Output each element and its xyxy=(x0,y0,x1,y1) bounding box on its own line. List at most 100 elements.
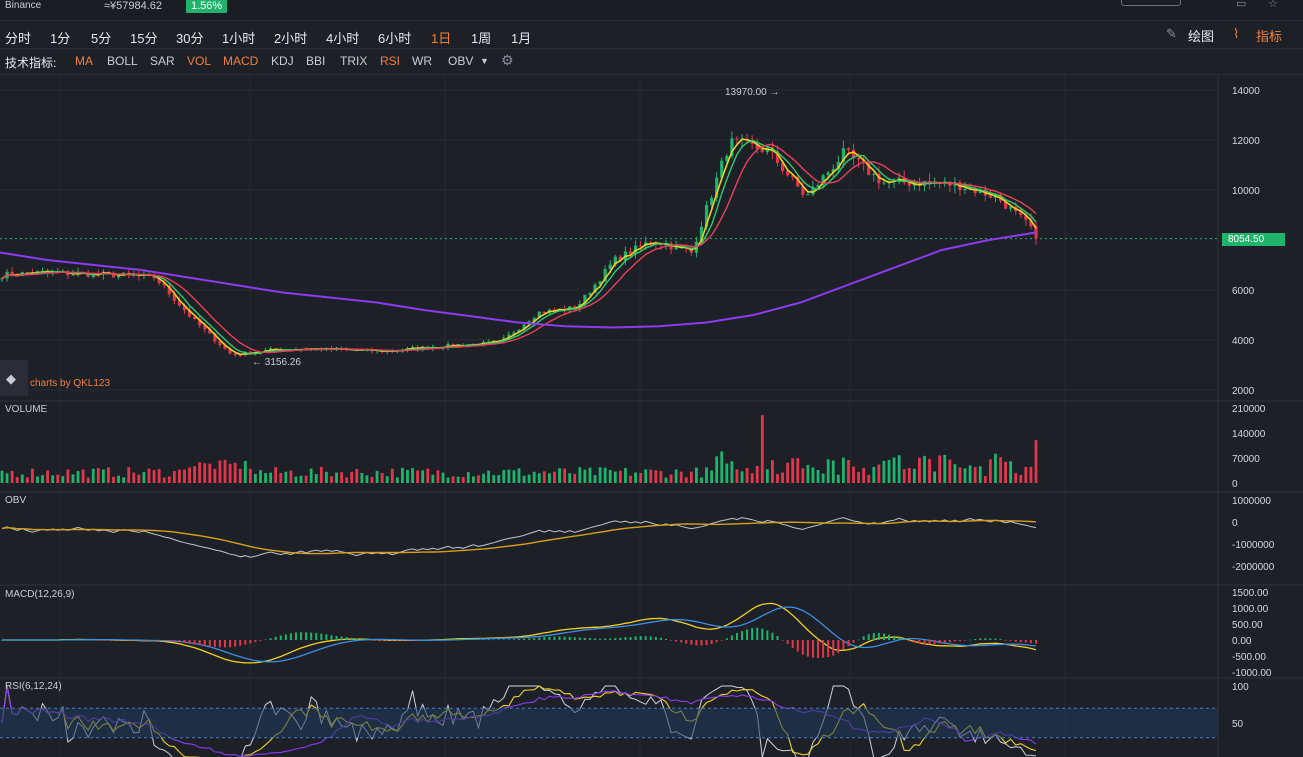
interval-1h[interactable]: 1小时 xyxy=(222,31,256,46)
macd-tick-label: 0.00 xyxy=(1232,636,1252,647)
interval-1m[interactable]: 1分 xyxy=(50,31,71,46)
macd-histogram-bar xyxy=(989,638,992,640)
macd-histogram-bar xyxy=(1019,640,1022,643)
candle-body xyxy=(897,177,901,180)
volume-bar xyxy=(446,477,450,483)
candle-body xyxy=(10,271,14,276)
candle-body xyxy=(826,172,830,176)
volume-bar xyxy=(416,470,420,483)
interval-2h[interactable]: 2小时 xyxy=(274,31,308,46)
macd-histogram-bar xyxy=(1024,640,1027,643)
chart-canvas[interactable]: 13970.00 → ← 3156.26 VOLUME OBV MACD(12,2… xyxy=(0,75,1303,757)
pencil-icon[interactable]: ✎ xyxy=(1166,26,1177,41)
volume-bar xyxy=(1034,440,1038,483)
candle-body xyxy=(715,177,719,198)
chart-line-icon[interactable]: ⌇ xyxy=(1233,26,1240,41)
macd-histogram-bar xyxy=(928,640,931,645)
copy-icon[interactable]: ▭ xyxy=(1236,0,1247,10)
indicator-vol[interactable]: VOL xyxy=(187,54,212,68)
volume-bar xyxy=(553,471,556,483)
interval-6h[interactable]: 6小时 xyxy=(378,31,412,46)
interval-timeline[interactable]: 分时 xyxy=(5,31,32,46)
candle-body xyxy=(649,242,653,244)
volume-bar xyxy=(15,477,19,483)
volume-bar xyxy=(101,469,105,483)
interval-4h[interactable]: 4小时 xyxy=(326,31,360,46)
macd-histogram-bar xyxy=(882,633,885,640)
indicator-boll[interactable]: BOLL xyxy=(107,54,138,68)
volume-bar xyxy=(847,460,850,483)
settings-gear-icon[interactable]: ⚙ xyxy=(501,52,514,68)
volume-bar xyxy=(406,469,409,483)
indicator-obv[interactable]: OBV xyxy=(448,54,474,68)
volume-bar xyxy=(958,467,962,483)
indicator-macd[interactable]: MACD xyxy=(223,54,259,68)
interval-1mo[interactable]: 1月 xyxy=(511,31,532,46)
macd-histogram-bar xyxy=(497,639,500,641)
macd-histogram-bar xyxy=(320,633,323,640)
indicator-bbi[interactable]: BBI xyxy=(306,54,326,68)
candle-body xyxy=(182,305,187,311)
indicator-ma[interactable]: MA xyxy=(75,54,93,68)
volume-bar xyxy=(674,469,678,483)
interval-1w[interactable]: 1周 xyxy=(471,31,492,46)
macd-histogram-bar xyxy=(659,637,662,640)
interval-15m[interactable]: 15分 xyxy=(130,31,158,46)
macd-histogram-bar xyxy=(811,640,814,658)
interval-5m[interactable]: 5分 xyxy=(91,31,112,46)
macd-histogram-bar xyxy=(441,639,444,641)
macd-dif-line xyxy=(2,602,1037,664)
volume-bar xyxy=(988,459,992,483)
macd-histogram-bar xyxy=(969,639,972,641)
indicator-wr[interactable]: WR xyxy=(412,54,432,68)
draw-button[interactable]: 绘图 xyxy=(1188,29,1215,44)
volume-bar xyxy=(167,476,171,483)
volume-bar xyxy=(537,473,541,483)
caret-down-icon[interactable]: ▼ xyxy=(480,56,489,66)
macd-histogram-bar xyxy=(943,640,946,643)
interval-30m[interactable]: 30分 xyxy=(176,31,204,46)
macd-histogram-bar xyxy=(502,639,505,640)
macd-histogram-bar xyxy=(97,640,100,641)
candle-body xyxy=(836,161,840,170)
macd-histogram-bar xyxy=(735,633,738,640)
price-tick-label: 6000 xyxy=(1232,286,1255,297)
watermark-badge[interactable]: ◆ xyxy=(0,360,28,396)
volume-bar xyxy=(618,470,622,483)
macd-histogram-bar xyxy=(249,640,252,644)
candle-body xyxy=(846,148,851,150)
macd-histogram-bar xyxy=(26,640,29,641)
volume-bar xyxy=(963,468,967,483)
volume-bar xyxy=(355,468,359,483)
candle-body xyxy=(223,345,227,349)
indicator-rsi[interactable]: RSI xyxy=(380,54,401,68)
macd-histogram-bar xyxy=(938,640,941,644)
candle-body xyxy=(208,329,212,334)
volume-bar xyxy=(852,466,855,483)
macd-histogram-bar xyxy=(82,639,85,641)
volume-bar xyxy=(127,467,131,483)
candle-body xyxy=(588,293,592,295)
indicator-sar[interactable]: SAR xyxy=(150,54,175,68)
indicator-trix[interactable]: TRIX xyxy=(340,54,368,68)
macd-histogram-bar xyxy=(746,629,749,640)
macd-histogram-bar xyxy=(386,640,389,641)
volume-bar xyxy=(152,470,156,483)
interval-1d[interactable]: 1日 xyxy=(431,31,452,46)
candle-body xyxy=(1003,200,1008,209)
macd-histogram-bar xyxy=(867,634,870,640)
top-dropdown-button[interactable] xyxy=(1121,0,1181,6)
volume-bar xyxy=(760,415,764,483)
indicator-kdj[interactable]: KDJ xyxy=(271,54,294,68)
volume-bar xyxy=(243,460,247,483)
indicators-button[interactable]: 指标 xyxy=(1256,29,1283,44)
macd-histogram-bar xyxy=(822,640,825,658)
volume-bar xyxy=(836,474,840,483)
volume-bar xyxy=(720,451,724,483)
volume-bar xyxy=(588,467,592,483)
volume-bar xyxy=(46,470,50,483)
volume-bar xyxy=(122,477,126,483)
volume-bar xyxy=(598,467,602,483)
volume-bar xyxy=(401,467,404,483)
star-icon[interactable]: ☆ xyxy=(1268,0,1278,10)
